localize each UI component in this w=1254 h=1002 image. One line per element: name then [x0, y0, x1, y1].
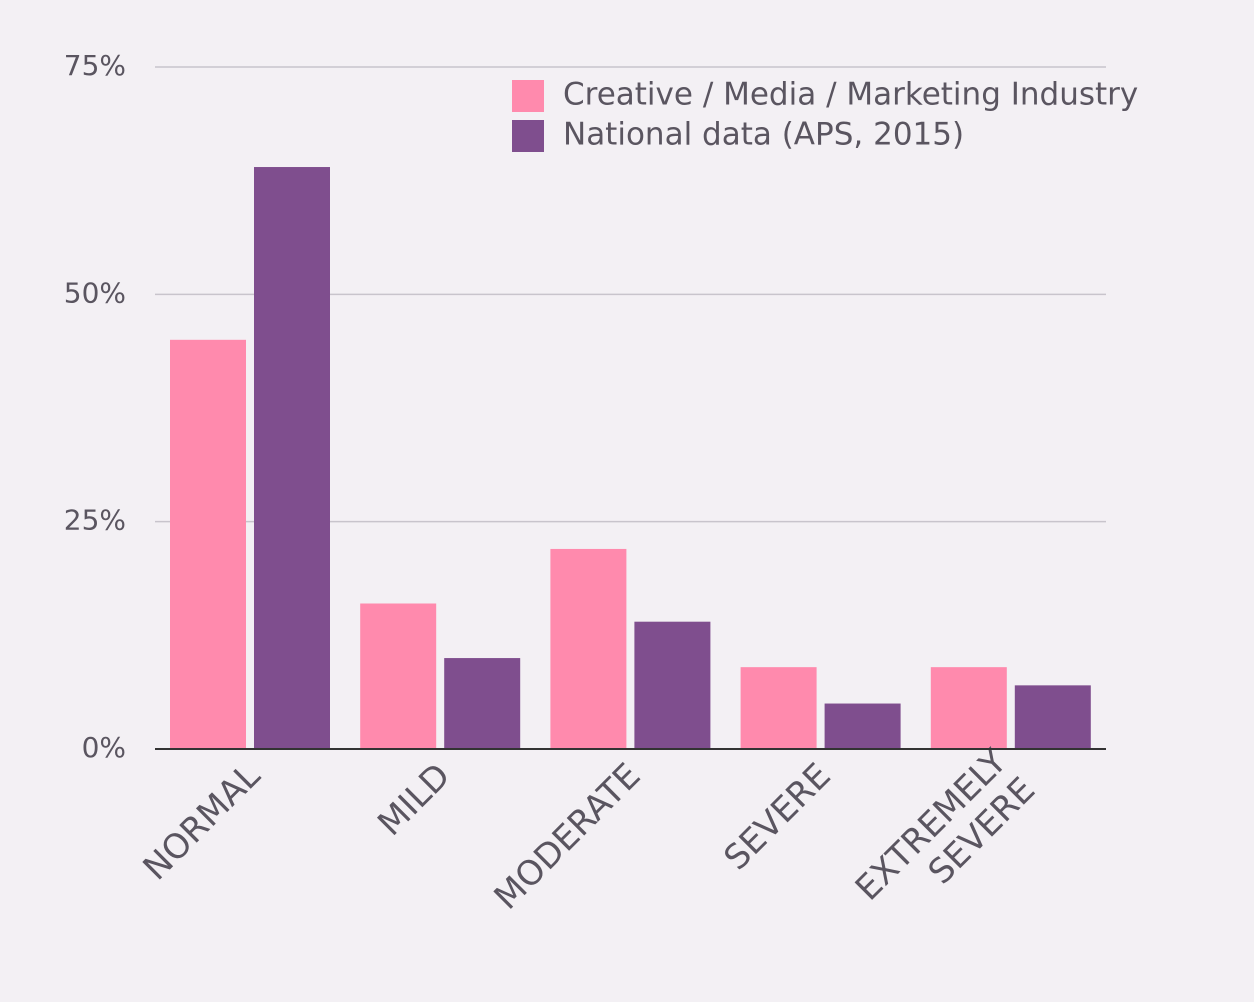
x-label-moderate: MODERATE — [487, 756, 649, 918]
bar-normal-series-2 — [254, 167, 330, 749]
x-label-severe: SEVERE — [716, 756, 838, 878]
legend-swatch-1 — [512, 80, 544, 112]
x-label-mild: MILD — [370, 756, 458, 844]
bar-normal-series-1 — [170, 339, 246, 749]
x-tick-label: NORMAL — [136, 756, 269, 889]
legend-label-1: Creative / Media / Marketing Industry — [563, 77, 1138, 113]
x-tick-label: SEVERE — [716, 756, 838, 878]
y-tick-label: 0% — [82, 731, 126, 764]
legend-swatch-2 — [512, 120, 544, 152]
x-tick-label: MILD — [370, 756, 458, 844]
bars-layer — [170, 167, 1091, 749]
bar-extremely-severe-series-1 — [930, 667, 1007, 749]
bar-severe-series-1 — [740, 667, 817, 749]
y-tick-label: 25% — [64, 504, 126, 537]
y-tick-label: 75% — [64, 49, 126, 82]
legend: Creative / Media / Marketing Industry Nat… — [512, 77, 1138, 153]
bar-mild-series-1 — [360, 603, 437, 749]
bar-moderate-series-2 — [634, 621, 711, 749]
bar-extremely-severe-series-2 — [1014, 685, 1091, 749]
x-label-normal: NORMAL — [136, 756, 269, 889]
bar-mild-series-2 — [444, 658, 521, 749]
bar-severe-series-2 — [824, 703, 901, 749]
bar-moderate-series-1 — [550, 548, 627, 749]
x-tick-label: MODERATE — [487, 756, 649, 918]
y-tick-label: 50% — [64, 276, 126, 309]
legend-label-2: National data (APS, 2015) — [563, 117, 964, 153]
